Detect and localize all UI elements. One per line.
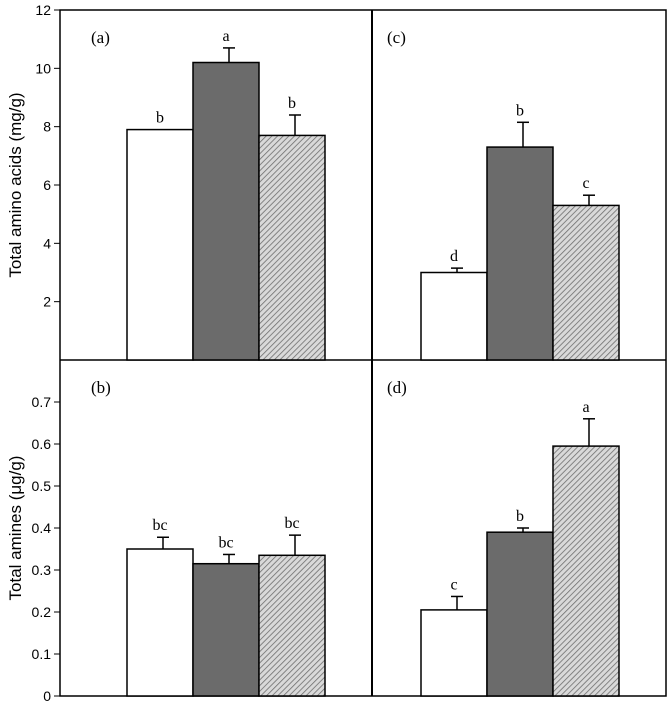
bar bbox=[486, 531, 554, 697]
y-tick-label: 0 bbox=[43, 688, 51, 704]
bar bbox=[192, 61, 260, 361]
y-tick-label: 10 bbox=[35, 60, 51, 76]
significance-letter: d bbox=[450, 248, 458, 265]
significance-letter: c bbox=[450, 576, 457, 593]
panel-label-d: (d) bbox=[387, 378, 407, 397]
significance-letter: a bbox=[582, 399, 589, 416]
significance-letter: b bbox=[156, 110, 164, 127]
y-tick-label: 12 bbox=[35, 2, 51, 18]
y-tick-label: 0.2 bbox=[32, 604, 52, 620]
bar bbox=[192, 562, 260, 697]
significance-letter: b bbox=[288, 95, 296, 112]
bar bbox=[126, 128, 194, 361]
panel-label-c: (c) bbox=[387, 28, 406, 47]
bar bbox=[258, 134, 326, 361]
bar bbox=[126, 548, 194, 697]
bar bbox=[258, 554, 326, 697]
y-axis-label-top: Total amino acids (mg/g) bbox=[6, 92, 25, 277]
significance-letter: a bbox=[222, 28, 229, 45]
panel-b: bc bc bc bbox=[126, 515, 326, 697]
bar bbox=[420, 271, 488, 361]
y-tick-label: 0.5 bbox=[32, 478, 52, 494]
significance-letter: b bbox=[516, 102, 524, 119]
significance-letter: bc bbox=[284, 515, 299, 532]
y-axis-label-bottom: Total amines (μg/g) bbox=[6, 456, 25, 601]
panel-label-a: (a) bbox=[91, 28, 110, 47]
y-tick-label: 0.1 bbox=[32, 646, 52, 662]
y-tick-label: 0.4 bbox=[32, 520, 52, 536]
panel-label-b: (b) bbox=[91, 378, 111, 397]
y-ticks-top: 2 4 6 8 10 12 bbox=[35, 2, 60, 310]
significance-letter: bc bbox=[152, 517, 167, 534]
panel-frame bbox=[59, 9, 667, 697]
y-tick-label: 0.6 bbox=[32, 436, 52, 452]
y-tick-label: 4 bbox=[43, 235, 51, 251]
y-tick-label: 0.3 bbox=[32, 562, 52, 578]
y-tick-label: 0.7 bbox=[32, 394, 52, 410]
panel-d: c b a bbox=[420, 399, 620, 697]
significance-letter: bc bbox=[218, 534, 233, 551]
y-ticks-bottom: 0 0.1 0.2 0.3 0.4 0.5 0.6 0.7 bbox=[32, 394, 60, 704]
bar bbox=[486, 146, 554, 361]
bar bbox=[552, 445, 620, 697]
y-tick-label: 8 bbox=[43, 119, 51, 135]
panel-c: d b c bbox=[420, 102, 620, 361]
y-tick-label: 6 bbox=[43, 177, 51, 193]
significance-letter: b bbox=[516, 508, 524, 525]
bar bbox=[420, 609, 488, 697]
panel-a: b a b bbox=[126, 28, 326, 361]
y-tick-label: 2 bbox=[43, 294, 51, 310]
bar bbox=[552, 204, 620, 361]
significance-letter: c bbox=[582, 175, 589, 192]
